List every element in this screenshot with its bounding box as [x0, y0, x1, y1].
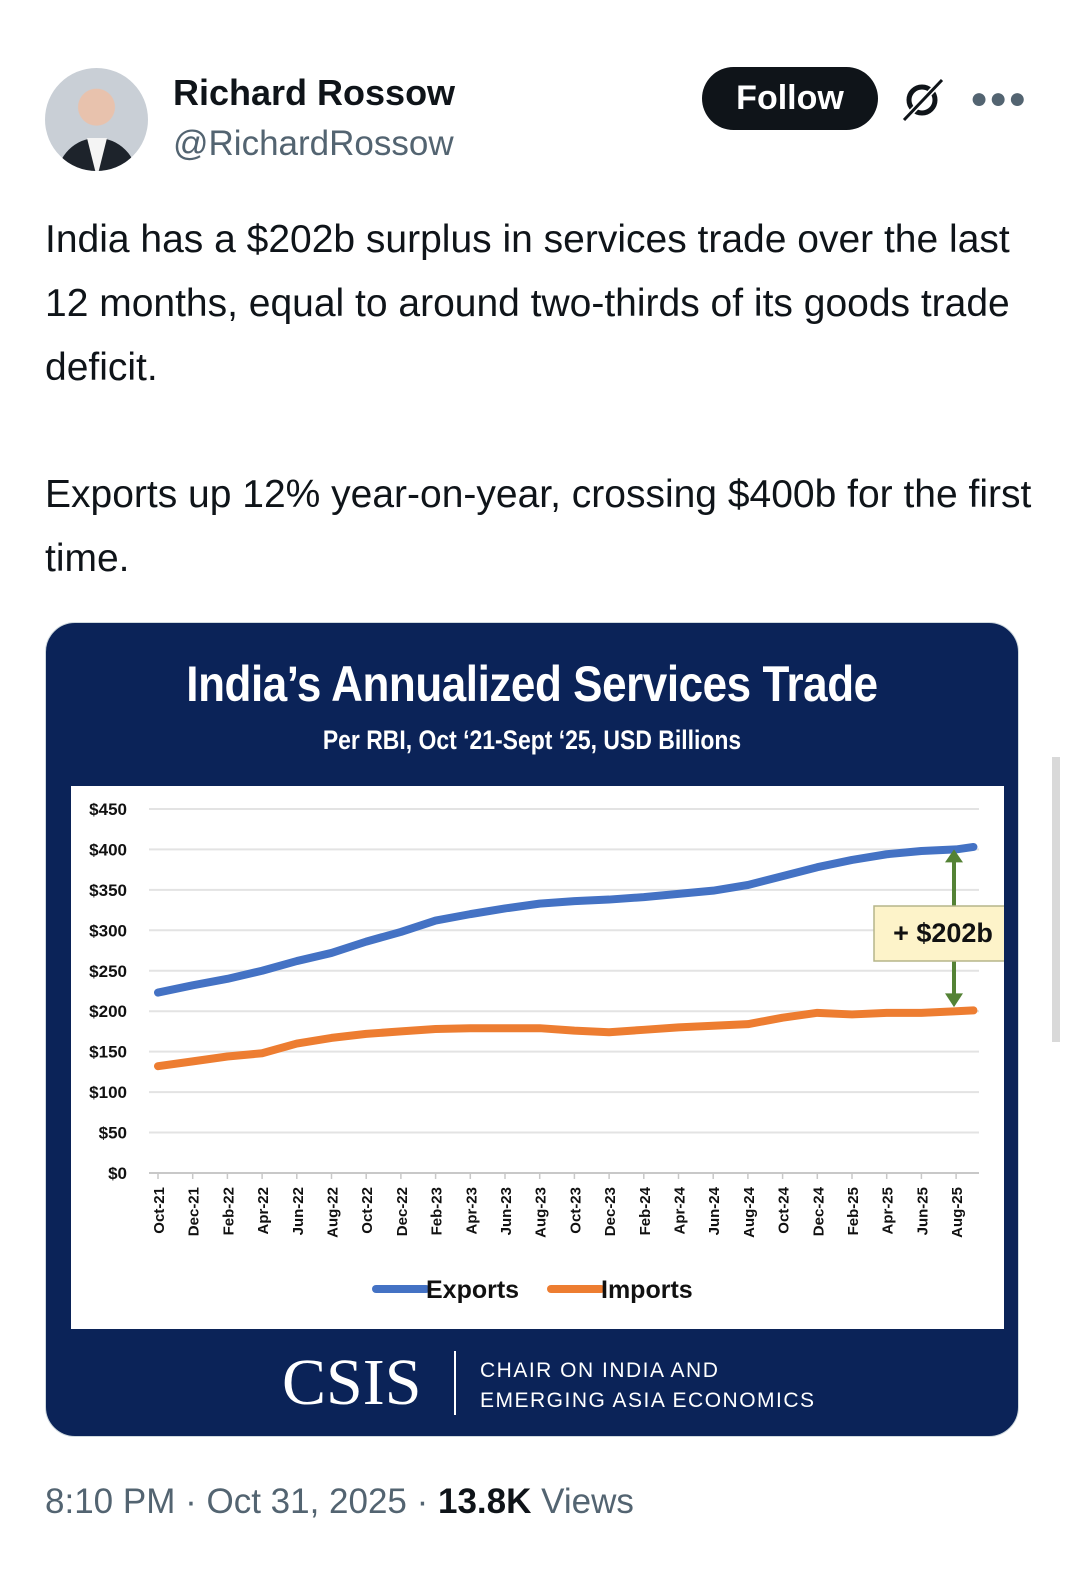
legend-label: Imports: [601, 1276, 693, 1304]
x-tick-label: Dec-22: [394, 1187, 411, 1236]
x-tick-label: Feb-24: [637, 1186, 654, 1235]
separator: ·: [406, 1482, 438, 1521]
chart-subtitle: Per RBI, Oct ‘21-Sept ‘25, USD Billions: [322, 725, 742, 755]
x-tick-label: Aug-22: [325, 1187, 342, 1238]
tweet-paragraph: India has a $202b surplus in services tr…: [45, 218, 1010, 389]
x-tick-label: Jun-25: [914, 1187, 931, 1235]
x-tick-label: Aug-23: [533, 1187, 550, 1238]
x-tick-label: Dec-23: [602, 1187, 619, 1236]
x-tick-label: Apr-24: [672, 1186, 689, 1234]
x-tick-label: Dec-21: [186, 1187, 203, 1236]
y-tick-label: $100: [89, 1083, 127, 1102]
views-label: Views: [531, 1482, 634, 1521]
logo-divider: [454, 1351, 456, 1415]
arrow-down-head: [945, 993, 963, 1008]
x-tick-label: Feb-22: [220, 1187, 237, 1235]
x-tick-label: Jun-23: [498, 1187, 515, 1235]
legend-label: Exports: [426, 1276, 519, 1304]
chart-title: India’s Annualized Services Trade: [186, 656, 878, 712]
x-tick-label: Aug-25: [949, 1187, 966, 1238]
follow-button[interactable]: Follow: [702, 67, 878, 130]
tweet-paragraph: Exports up 12% year-on-year, crossing $4…: [45, 473, 1032, 580]
y-tick-label: $300: [89, 921, 127, 940]
avatar[interactable]: [45, 68, 148, 171]
y-tick-label: $150: [89, 1043, 127, 1062]
separator: ·: [175, 1482, 207, 1521]
org-line-1: CHAIR ON INDIA AND: [480, 1359, 720, 1382]
author-name[interactable]: Richard Rossow: [173, 72, 456, 113]
x-tick-label: Apr-23: [463, 1187, 480, 1235]
x-tick-label: Oct-22: [359, 1187, 376, 1234]
csis-logo: CSIS: [282, 1346, 422, 1419]
author-handle[interactable]: @RichardRossow: [173, 124, 454, 163]
x-tick-label: Apr-25: [880, 1187, 897, 1235]
views-count: 13.8K: [438, 1482, 532, 1521]
tweet-time[interactable]: 8:10 PM: [45, 1482, 176, 1521]
y-tick-label: $450: [89, 800, 127, 819]
x-tick-label: Apr-22: [255, 1187, 272, 1235]
y-tick-label: $50: [99, 1124, 127, 1143]
scrollbar[interactable]: [1052, 757, 1060, 1042]
tweet-date[interactable]: Oct 31, 2025: [206, 1482, 407, 1521]
line-chart: $0 $50 $100 $150 $200 $250 $300 $350 $400 $450 Oct…: [89, 800, 1013, 1304]
grok-icon[interactable]: [898, 76, 946, 124]
chart-image[interactable]: India’s Annualized Services Trade Per RB…: [45, 622, 1019, 1437]
y-tick-label: $200: [89, 1002, 127, 1021]
y-tick-label: $250: [89, 962, 127, 981]
x-tick-label: Oct-24: [776, 1186, 793, 1233]
x-tick-label: Oct-21: [151, 1187, 168, 1234]
tweet-meta: 8:10 PM · Oct 31, 2025 · 13.8K Views: [45, 1482, 634, 1522]
annotation-box: [873, 905, 1013, 962]
x-tick-label: Jun-22: [290, 1187, 307, 1235]
org-line-2: EMERGING ASIA ECONOMICS: [480, 1389, 816, 1412]
series-line-imports: [154, 1006, 978, 1071]
y-tick-label: $400: [89, 840, 127, 859]
x-tick-label: Dec-24: [810, 1186, 827, 1236]
arrow-up-head: [945, 849, 963, 863]
x-tick-label: Oct-23: [567, 1187, 584, 1234]
more-icon[interactable]: ●●●: [970, 82, 1028, 115]
x-tick-label: Feb-23: [429, 1187, 446, 1235]
x-tick-label: Jun-24: [706, 1186, 723, 1235]
x-tick-label: Aug-24: [741, 1186, 758, 1237]
x-tick-label: Feb-25: [845, 1187, 862, 1235]
series-line-exports: [154, 842, 978, 997]
y-tick-label: $350: [89, 881, 127, 900]
annotation-label: + $202b: [893, 918, 993, 948]
org-name: CHAIR ON INDIA AND EMERGING ASIA ECONOMIC…: [480, 1356, 816, 1416]
y-tick-label: $0: [108, 1164, 127, 1183]
